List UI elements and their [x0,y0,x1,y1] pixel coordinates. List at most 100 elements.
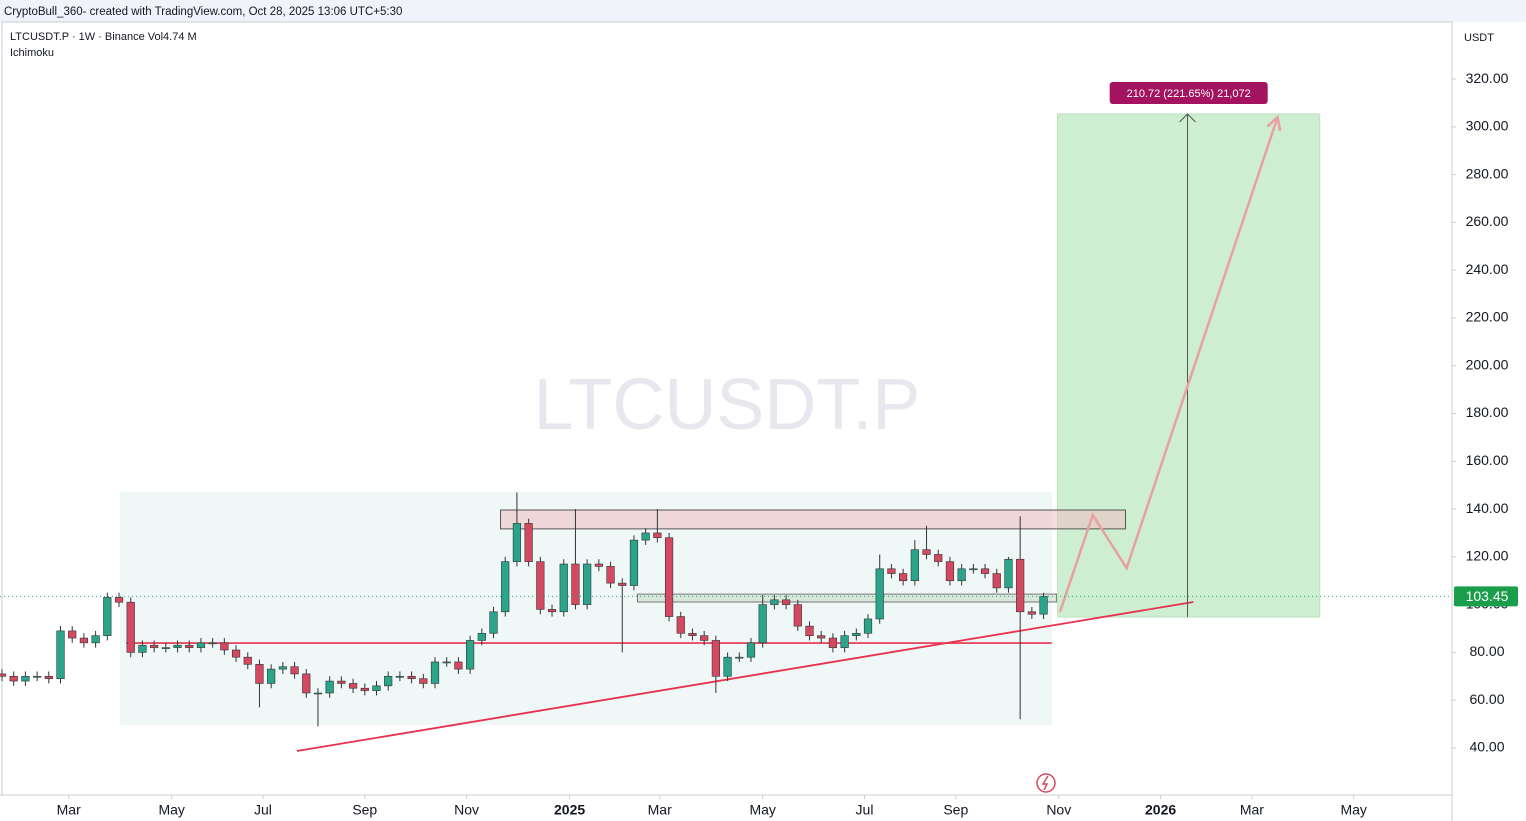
candle-body [629,539,639,586]
candle-body [583,563,592,605]
candle-body [114,597,124,603]
candle-body [220,642,229,651]
candle-body [126,601,135,653]
measure-arrow-head [1179,113,1196,123]
candle-body [278,666,287,670]
candle-body [407,675,416,679]
y-tick-label: 220.00 [1466,309,1509,325]
candle-body [922,549,931,555]
target-box [1057,113,1321,618]
candle-body [348,683,358,689]
y-tick-label: 120.00 [1466,548,1509,564]
candle-body [910,549,919,582]
candle-body [664,537,674,617]
candle-body [1039,596,1048,615]
watermark: LTCUSDT.P [534,365,921,445]
candle-body [185,644,194,648]
x-tick-label: Nov [1046,802,1071,818]
candle-body [173,644,182,648]
candle-body [618,582,627,586]
candle-body [793,604,802,627]
candle-body [805,625,814,636]
y-tick-label: 320.00 [1466,70,1509,86]
x-tick-label: 2025 [554,802,585,818]
candle-body [337,680,346,684]
profile-area [120,492,1052,725]
candle-body [512,523,522,562]
candle-body [255,664,264,684]
candle-body [992,573,1001,589]
credit: CryptoBull_360- created with TradingView… [4,6,402,18]
x-tick-label: Mar [1240,802,1264,818]
y-tick-label: 180.00 [1466,404,1509,420]
candle-body [653,532,662,539]
candle-body [231,649,241,658]
candle-body [969,568,978,571]
candle-body [466,640,475,670]
x-tick-label: May [158,802,184,818]
candle-body [138,644,147,653]
candle-body [980,568,990,574]
candle-body [1027,611,1036,615]
candle-body [700,635,709,641]
candle-body [852,632,861,636]
candle-body [384,675,393,687]
candle-body [863,618,873,634]
measure-label-bg [1109,81,1268,104]
event-icon-bolt [1041,775,1049,791]
candle-body [32,675,42,678]
candle-body [21,675,30,682]
x-tick-label: Jul [856,802,874,818]
candle-body [758,604,767,644]
candle-body [68,630,77,639]
candle-body [547,609,557,613]
measure-label: 210.72 (221.65%) 21,072 [1127,88,1251,100]
candle-body [688,632,697,636]
event-icon[interactable] [1036,773,1056,793]
candle-body [290,666,299,675]
y-tick-label: 300.00 [1466,118,1509,134]
candle-body [1016,558,1025,613]
x-tick-label: Nov [454,802,479,818]
projection-path [1058,116,1279,613]
candle-body [934,554,943,562]
candle-body [44,675,53,679]
candle-body [559,563,568,613]
candle-body [454,661,463,670]
candle-body [770,599,779,605]
candle-body [161,647,170,649]
candle-body [594,563,603,567]
candle-body [0,673,7,677]
trendline [296,601,1194,752]
candle-body [325,680,334,694]
y-tick-label: 80.00 [1469,643,1504,659]
y-tick-label: 140.00 [1466,500,1509,516]
candle-body [781,599,791,605]
candle-body [208,642,217,645]
x-tick-label: 2026 [1145,802,1176,818]
y-tick-label: 200.00 [1466,356,1509,372]
candle-body [56,630,65,679]
x-tick-label: Mar [648,802,672,818]
candle-body [430,661,440,684]
candle-body [817,635,826,639]
x-tick-label: Mar [57,802,81,818]
x-tick-label: Sep [943,802,968,818]
candle-body [501,561,510,613]
candle-body [735,656,744,659]
candle-body [477,632,486,641]
candle-body [536,561,545,610]
candle-body [243,656,252,665]
candle-body [150,644,159,648]
top-bar [0,0,1526,22]
axis-unit: USDT [1464,32,1494,44]
candle-body [676,616,685,634]
candle-body [899,573,908,582]
x-tick-label: May [749,802,775,818]
indicator-name: Ichimoku [10,47,54,59]
candle-body [360,687,369,691]
candle-body [711,640,720,677]
y-tick-label: 60.00 [1469,691,1504,707]
candle-body [524,523,533,562]
